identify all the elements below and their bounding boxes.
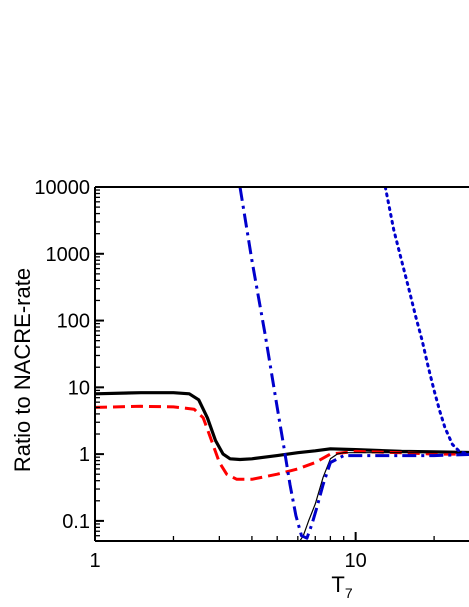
labels-layer: 0.1 1 10 100 1000 10000 1 10 <box>34 177 366 572</box>
axes-layer <box>94 186 469 542</box>
series-line-4 <box>238 187 469 540</box>
y-axis-title: Ratio to NACRE-rate <box>10 268 35 472</box>
x-tick-label: 1 <box>89 550 100 572</box>
x-axis-title-main: T <box>331 572 344 597</box>
series-line-2 <box>95 404 469 481</box>
series-line-5 <box>383 187 469 456</box>
series-line-1 <box>95 391 469 462</box>
y-tick-label: 10000 <box>34 177 90 199</box>
y-tick-label: 0.1 <box>62 511 90 533</box>
y-tick-label: 1000 <box>46 244 91 266</box>
y-tick-label: 1 <box>79 444 90 466</box>
x-axis-title-subscript: 7 <box>345 585 353 601</box>
y-tick-label: 100 <box>57 311 90 333</box>
y-tick-label: 10 <box>68 377 90 399</box>
series-layer <box>95 187 469 541</box>
x-axis-title: T7 <box>331 572 352 601</box>
x-tick-label: 10 <box>345 550 367 572</box>
